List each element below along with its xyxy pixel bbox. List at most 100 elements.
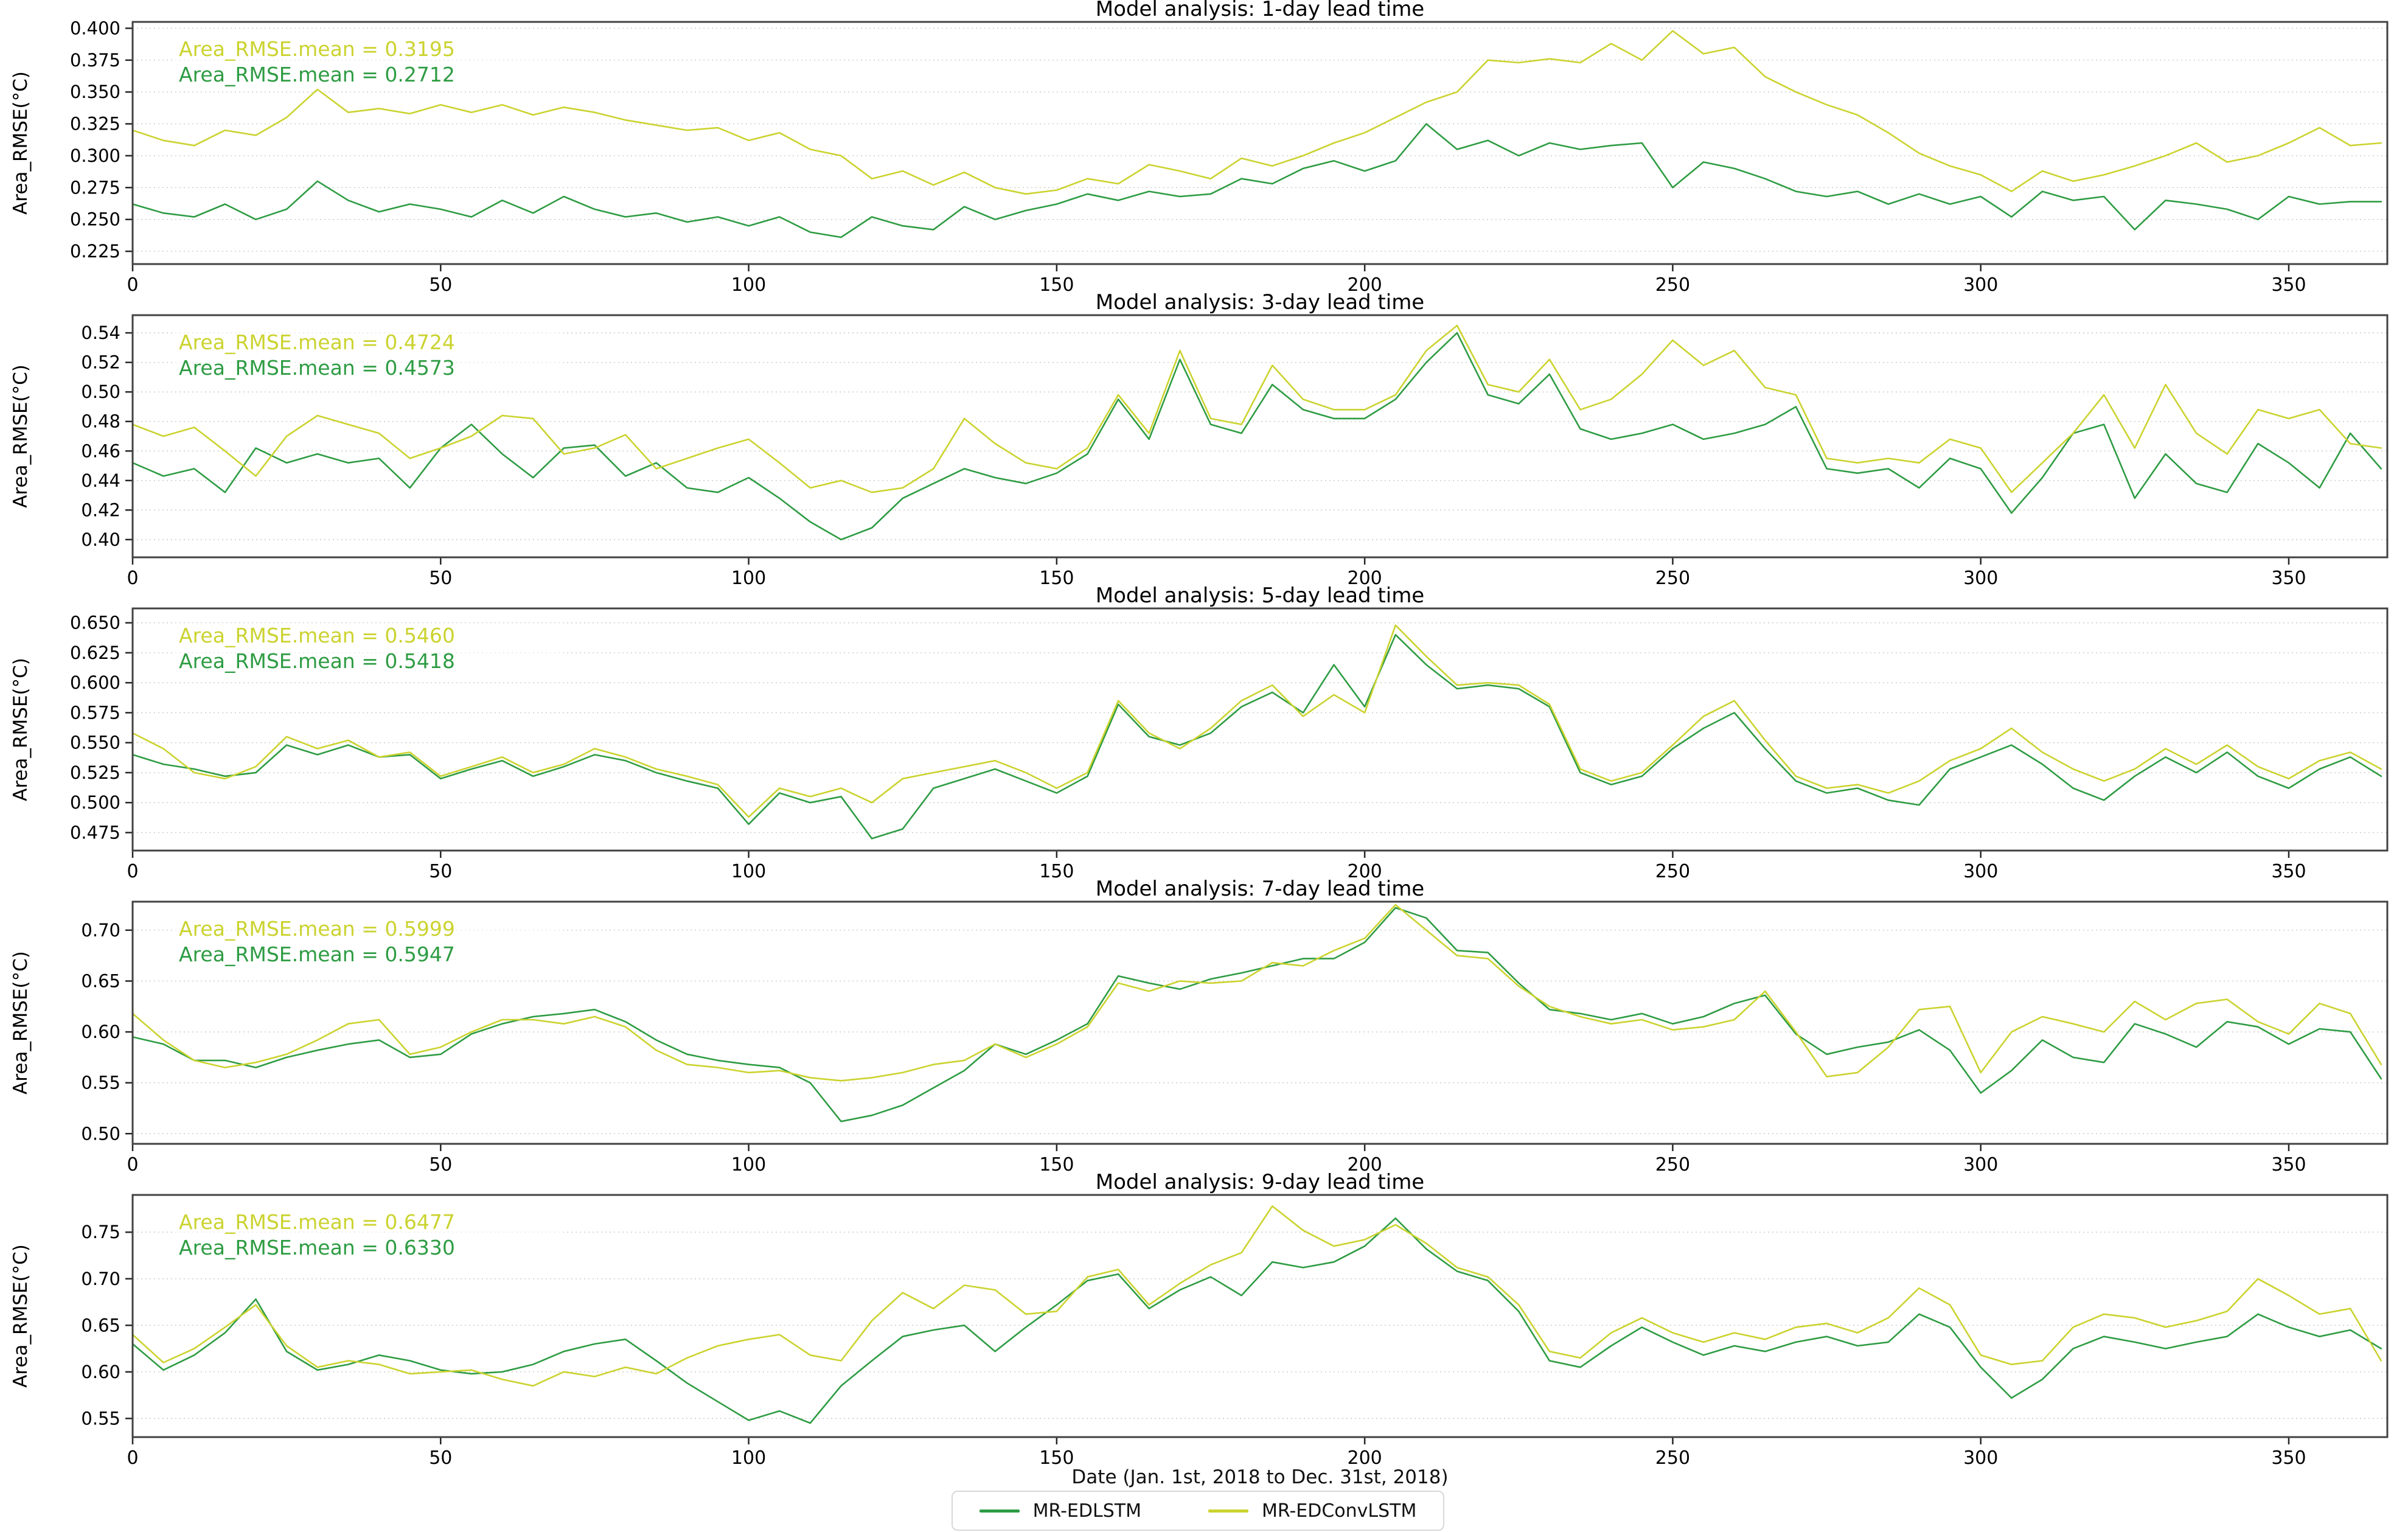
- x-tick-label: 0: [127, 274, 138, 293]
- x-tick-label: 300: [1963, 1447, 1998, 1466]
- y-axis-label: Area_RMSE(°C): [10, 951, 32, 1095]
- y-tick-label: 0.650: [70, 613, 120, 633]
- x-tick-label: 100: [731, 1447, 766, 1466]
- y-axis-label: Area_RMSE(°C): [10, 658, 32, 801]
- y-tick-label: 0.46: [81, 440, 120, 461]
- x-tick-label: 0: [127, 1447, 138, 1466]
- x-tick-label: 150: [1039, 1154, 1074, 1173]
- annotation-bg: [174, 355, 563, 381]
- plot-border: [131, 1194, 2389, 1438]
- x-tick-label: 350: [2271, 1447, 2306, 1466]
- annotation-bg: [174, 942, 563, 967]
- chart-panel-1-lead-time: Model analysis: 1-day lead time 0.225 0.25…: [10, 0, 2389, 293]
- x-tick-label: 150: [1039, 861, 1074, 880]
- y-tick-label: 0.52: [81, 352, 120, 373]
- series-line-mr-edconvlstm: [131, 30, 2382, 195]
- y-tick-label: 0.525: [70, 762, 120, 783]
- annotation-mean-2: Area_RMSE.mean = 0.4573: [179, 356, 455, 380]
- annotation-bg: [174, 916, 563, 942]
- x-tick-label: 250: [1655, 861, 1690, 880]
- chart-panel-3-lead-time: Model analysis: 5-day lead time 0.475 0.50…: [10, 587, 2389, 880]
- y-tick-label: 0.55: [81, 1073, 120, 1093]
- panel-title: Model analysis: 3-day lead time: [1096, 293, 1424, 315]
- plot-border: [131, 607, 2389, 852]
- y-tick-label: 0.500: [70, 792, 120, 813]
- annotation-mean-2: Area_RMSE.mean = 0.5947: [179, 942, 455, 966]
- series-line-mr-edlstm: [131, 907, 2382, 1123]
- y-tick-label: 0.325: [70, 114, 120, 134]
- x-tick-label: 0: [127, 861, 138, 880]
- x-tick-label: 350: [2271, 274, 2306, 293]
- annotation-mean-2: Area_RMSE.mean = 0.6330: [179, 1236, 455, 1259]
- y-tick-label: 0.50: [81, 381, 120, 402]
- y-axis-label: Area_RMSE(°C): [10, 364, 32, 508]
- y-tick-label: 0.575: [70, 702, 120, 723]
- y-tick-label: 0.60: [81, 1362, 120, 1382]
- legend-label: MR-EDLSTM: [1032, 1500, 1141, 1522]
- series-line-mr-edconvlstm: [131, 904, 2382, 1082]
- chart-panels: Model analysis: 1-day lead time 0.225 0.25…: [10, 0, 2389, 1466]
- y-tick-label: 0.70: [81, 1269, 120, 1289]
- y-tick-label: 0.275: [70, 177, 120, 198]
- plot-border: [131, 900, 2389, 1145]
- annotation-mean-1: Area_RMSE.mean = 0.4724: [179, 330, 455, 354]
- x-tick-label: 200: [1348, 1154, 1382, 1173]
- annotation-mean-1: Area_RMSE.mean = 0.5460: [179, 624, 455, 647]
- x-tick-label: 200: [1348, 568, 1382, 587]
- annotation-bg: [174, 1235, 563, 1261]
- annotation-mean-1: Area_RMSE.mean = 0.6477: [179, 1210, 455, 1234]
- series-line-mr-edlstm: [131, 123, 2382, 239]
- x-tick-label: 300: [1963, 1154, 1998, 1173]
- y-tick-label: 0.250: [70, 209, 120, 230]
- x-tick-label: 250: [1655, 274, 1690, 293]
- x-tick-label: 150: [1039, 568, 1074, 587]
- annotation-mean-1: Area_RMSE.mean = 0.5999: [179, 917, 455, 941]
- x-tick-label: 300: [1963, 861, 1998, 880]
- panel-title: Model analysis: 5-day lead time: [1096, 587, 1424, 608]
- y-tick-label: 0.350: [70, 82, 120, 102]
- plot-border: [131, 314, 2389, 559]
- annotation-mean-1: Area_RMSE.mean = 0.3195: [179, 37, 455, 61]
- x-tick-label: 150: [1039, 1447, 1074, 1466]
- annotation-bg: [174, 37, 563, 62]
- x-tick-label: 100: [731, 861, 766, 880]
- y-axis-label: Area_RMSE(°C): [10, 71, 32, 215]
- y-tick-label: 0.300: [70, 145, 120, 166]
- legend-row: MR-EDLSTM MR-EDConvLSTM: [0, 1491, 2408, 1531]
- panel-title: Model analysis: 9-day lead time: [1096, 1173, 1424, 1194]
- series-line-mr-edlstm: [131, 1217, 2382, 1424]
- x-tick-label: 200: [1348, 274, 1382, 293]
- y-tick-label: 0.48: [81, 411, 120, 432]
- x-tick-label: 250: [1655, 1154, 1690, 1173]
- x-axis-label-row: Date (Jan. 1st, 2018 to Dec. 31st, 2018): [0, 1466, 2408, 1491]
- x-tick-label: 250: [1655, 1447, 1690, 1466]
- series-line-mr-edlstm: [131, 332, 2382, 541]
- x-tick-label: 50: [429, 1447, 452, 1466]
- x-tick-label: 50: [429, 1154, 452, 1173]
- legend: MR-EDLSTM MR-EDConvLSTM: [951, 1491, 1445, 1531]
- x-tick-label: 0: [127, 568, 138, 587]
- x-tick-label: 300: [1963, 568, 1998, 587]
- x-tick-label: 50: [429, 861, 452, 880]
- x-tick-label: 200: [1348, 1447, 1382, 1466]
- y-tick-label: 0.54: [81, 322, 120, 343]
- y-axis-label: Area_RMSE(°C): [10, 1244, 32, 1388]
- y-tick-label: 0.75: [81, 1222, 120, 1242]
- x-tick-label: 350: [2271, 861, 2306, 880]
- x-tick-label: 200: [1348, 861, 1382, 880]
- x-tick-label: 300: [1963, 274, 1998, 293]
- x-axis-label: Date (Jan. 1st, 2018 to Dec. 31st, 2018): [1071, 1466, 1449, 1488]
- x-tick-label: 250: [1655, 568, 1690, 587]
- y-tick-label: 0.55: [81, 1408, 120, 1429]
- x-tick-label: 0: [127, 1154, 138, 1173]
- legend-item-mr-edconvlstm: MR-EDConvLSTM: [1208, 1500, 1416, 1522]
- y-tick-label: 0.65: [81, 970, 120, 991]
- annotation-bg: [174, 330, 563, 355]
- annotation-bg: [174, 623, 563, 649]
- x-tick-label: 350: [2271, 568, 2306, 587]
- annotation-bg: [174, 1210, 563, 1235]
- y-tick-label: 0.50: [81, 1123, 120, 1144]
- chart-panel-5-lead-time: Model analysis: 9-day lead time 0.55 0.60 0…: [10, 1173, 2389, 1466]
- x-tick-label: 150: [1039, 274, 1074, 293]
